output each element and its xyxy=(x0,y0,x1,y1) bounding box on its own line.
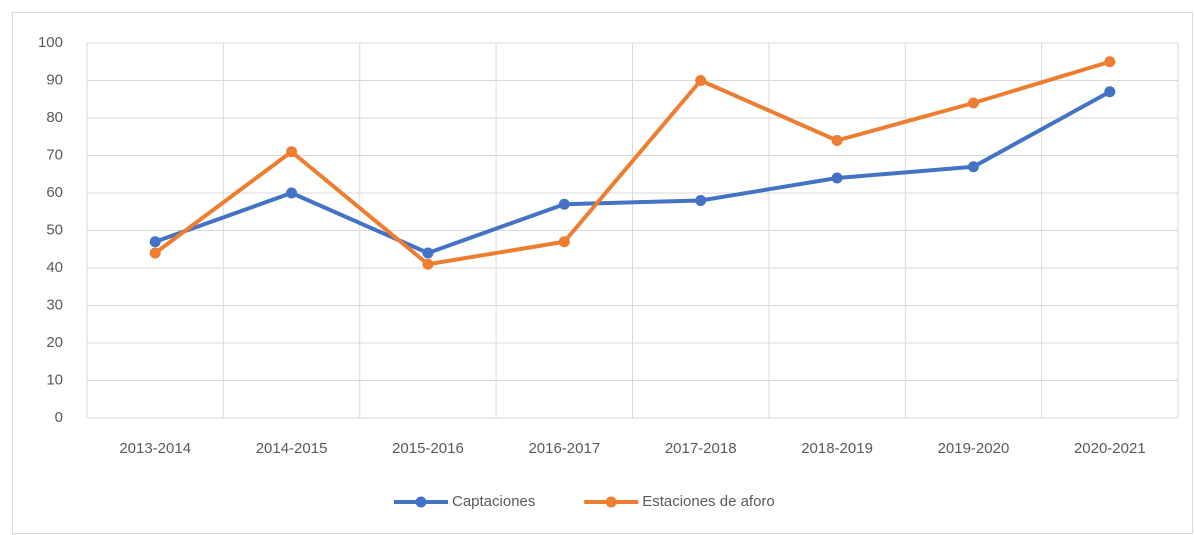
y-tick-label: 40 xyxy=(46,259,63,276)
y-tick-label: 70 xyxy=(46,146,63,163)
data-point xyxy=(286,187,298,199)
data-point xyxy=(558,236,570,248)
data-point xyxy=(558,198,570,210)
data-point xyxy=(1104,56,1116,68)
legend-label: Estaciones de aforo xyxy=(642,493,775,510)
y-tick-label: 20 xyxy=(46,334,63,351)
data-point xyxy=(967,97,979,109)
x-tick-label: 2018-2019 xyxy=(801,440,873,457)
y-tick-label: 10 xyxy=(46,371,63,388)
legend-marker xyxy=(415,496,427,508)
data-point xyxy=(286,146,298,158)
series-line xyxy=(154,89,1111,255)
x-tick-label: 2019-2020 xyxy=(938,440,1010,457)
data-point xyxy=(831,172,843,184)
legend-marker xyxy=(605,496,617,508)
data-point xyxy=(422,258,434,270)
y-tick-label: 30 xyxy=(46,296,63,313)
data-point xyxy=(831,135,843,146)
data-point xyxy=(149,247,161,259)
x-tick-label: 2013-2014 xyxy=(119,440,191,457)
y-tick-label: 90 xyxy=(46,71,63,88)
y-tick-label: 0 xyxy=(55,409,63,426)
data-point xyxy=(149,236,161,248)
data-point xyxy=(695,195,707,206)
x-tick-label: 2015-2016 xyxy=(392,440,464,457)
y-tick-label: 50 xyxy=(46,221,63,238)
y-tick-label: 60 xyxy=(46,184,63,201)
x-tick-label: 2014-2015 xyxy=(256,440,328,457)
data-point xyxy=(695,75,707,86)
chart-border xyxy=(12,12,1193,534)
y-tick-label: 100 xyxy=(38,34,63,51)
legend-label: Captaciones xyxy=(452,493,535,510)
data-point xyxy=(1104,86,1116,98)
data-point xyxy=(967,161,979,173)
data-point xyxy=(422,247,434,259)
x-tick-label: 2017-2018 xyxy=(665,440,737,457)
y-tick-label: 80 xyxy=(46,109,63,126)
series-line xyxy=(153,59,1111,267)
x-tick-label: 2016-2017 xyxy=(528,440,600,457)
x-tick-label: 2020-2021 xyxy=(1074,440,1146,457)
